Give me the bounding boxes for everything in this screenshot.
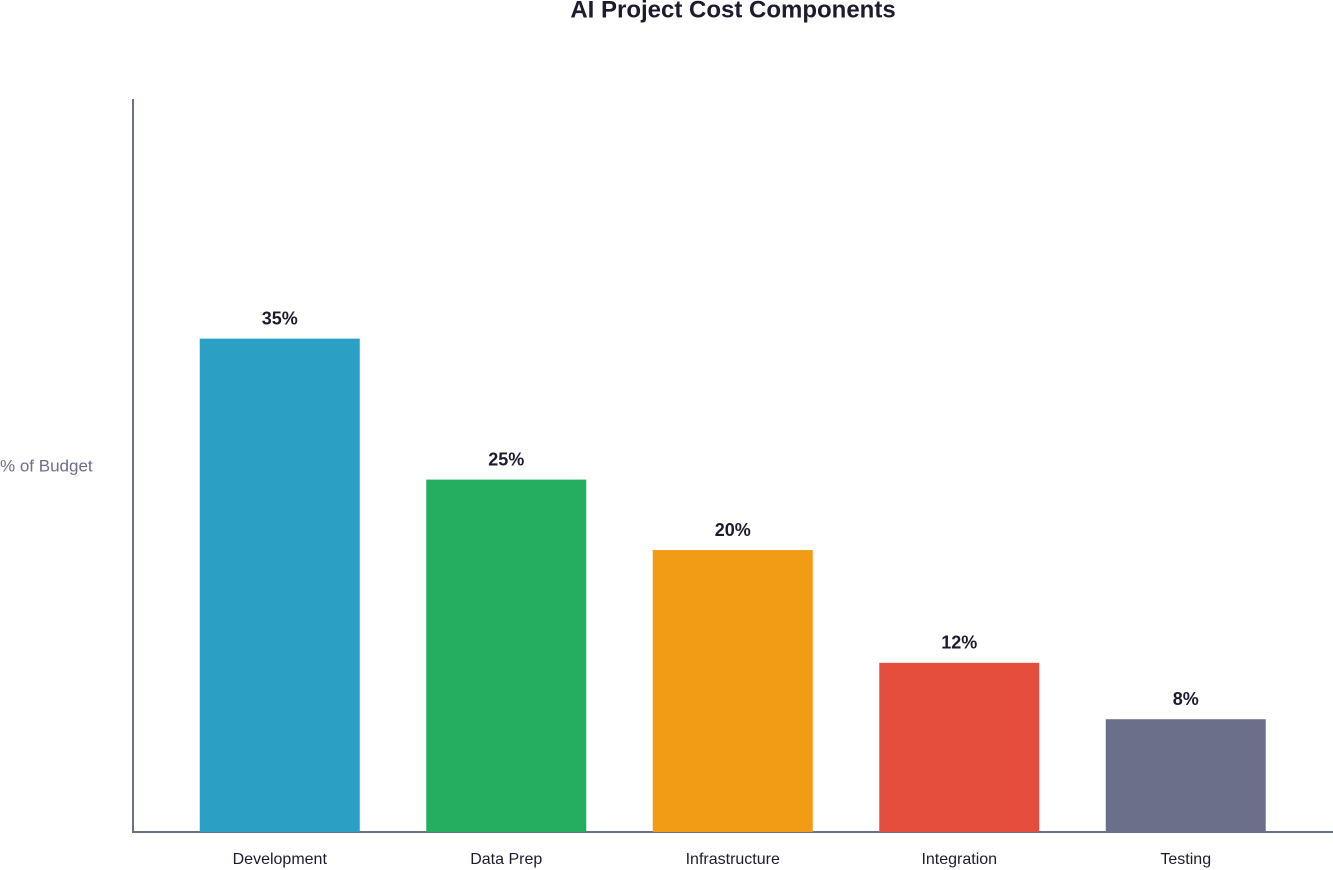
bar	[426, 479, 587, 832]
x-tick-label: Infrastructure	[686, 851, 780, 868]
value-label: 20%	[715, 520, 751, 540]
bar	[879, 662, 1040, 832]
value-label: 12%	[941, 633, 977, 653]
value-label: 8%	[1173, 689, 1199, 709]
bar	[199, 338, 360, 832]
bar	[652, 550, 813, 832]
x-tick-label: Integration	[921, 851, 997, 868]
chart-title: AI Project Cost Components	[570, 0, 895, 23]
bar	[1105, 719, 1266, 832]
x-tick-label: Data Prep	[470, 851, 542, 868]
x-tick-label: Testing	[1160, 851, 1211, 868]
value-label: 35%	[262, 308, 298, 328]
x-tick-label: Development	[233, 851, 328, 868]
y-axis-label: % of Budget	[0, 456, 93, 475]
value-label: 25%	[488, 449, 524, 469]
